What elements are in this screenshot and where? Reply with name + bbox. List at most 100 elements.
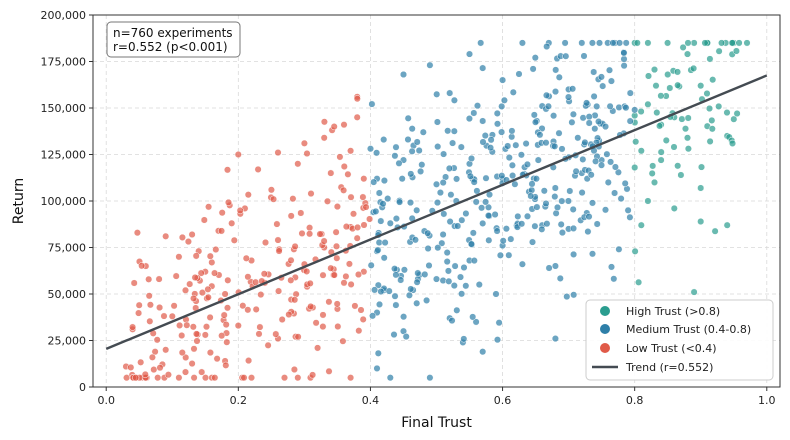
point-low-trust bbox=[201, 331, 209, 339]
point-medium-trust bbox=[601, 123, 610, 131]
point-low-trust bbox=[176, 321, 184, 329]
point-medium-trust bbox=[493, 336, 502, 344]
point-medium-trust bbox=[584, 228, 592, 236]
point-low-trust bbox=[204, 285, 212, 293]
x-tick-label: 0.0 bbox=[97, 394, 115, 407]
point-medium-trust bbox=[509, 88, 517, 96]
point-medium-trust bbox=[470, 109, 478, 117]
y-tick-label: 175,000 bbox=[41, 56, 87, 69]
point-medium-trust bbox=[622, 39, 630, 47]
legend-marker-low-trust bbox=[600, 343, 610, 353]
y-tick-label: 25,000 bbox=[48, 335, 87, 348]
point-low-trust bbox=[188, 360, 196, 368]
point-medium-trust bbox=[439, 230, 447, 239]
point-low-trust bbox=[278, 315, 286, 324]
point-medium-trust bbox=[484, 212, 493, 220]
point-low-trust bbox=[261, 238, 270, 247]
point-low-trust bbox=[186, 280, 194, 288]
point-high-trust bbox=[674, 162, 682, 170]
point-medium-trust bbox=[508, 133, 516, 141]
point-low-trust bbox=[323, 197, 332, 205]
point-medium-trust bbox=[373, 149, 381, 157]
annotation-frame bbox=[106, 21, 241, 58]
point-high-trust bbox=[732, 47, 740, 55]
point-low-trust bbox=[340, 186, 348, 194]
point-medium-trust bbox=[543, 220, 551, 228]
point-medium-trust bbox=[432, 180, 441, 188]
point-medium-trust bbox=[472, 198, 480, 206]
y-tick-label: 0 bbox=[79, 381, 86, 394]
point-low-trust bbox=[212, 245, 220, 254]
point-medium-trust bbox=[438, 239, 446, 247]
point-medium-trust bbox=[444, 267, 452, 275]
point-medium-trust bbox=[469, 313, 477, 321]
point-high-trust bbox=[631, 247, 639, 255]
point-low-trust bbox=[303, 267, 311, 275]
point-medium-trust bbox=[555, 73, 563, 81]
point-low-trust bbox=[175, 253, 183, 261]
point-low-trust bbox=[357, 306, 365, 314]
point-medium-trust bbox=[436, 189, 444, 197]
point-medium-trust bbox=[380, 254, 388, 262]
point-medium-trust bbox=[491, 210, 499, 219]
point-low-trust bbox=[285, 310, 293, 319]
point-low-trust bbox=[224, 276, 232, 284]
point-low-trust bbox=[220, 311, 228, 319]
point-high-trust bbox=[650, 66, 659, 74]
point-medium-trust bbox=[601, 206, 610, 214]
point-high-trust bbox=[644, 197, 652, 205]
point-medium-trust bbox=[508, 161, 516, 169]
legend-marker-high-trust bbox=[600, 306, 610, 316]
point-low-trust bbox=[175, 374, 183, 382]
x-axis-title: Final Trust bbox=[401, 415, 472, 431]
point-medium-trust bbox=[518, 39, 526, 47]
point-medium-trust bbox=[531, 54, 539, 62]
point-low-trust bbox=[312, 319, 320, 327]
point-medium-trust bbox=[543, 42, 551, 51]
point-medium-trust bbox=[450, 127, 458, 135]
point-medium-trust bbox=[392, 301, 400, 309]
point-medium-trust bbox=[545, 264, 553, 272]
point-high-trust bbox=[673, 68, 682, 76]
point-low-trust bbox=[289, 195, 297, 203]
point-medium-trust bbox=[377, 287, 385, 296]
point-high-trust bbox=[657, 156, 665, 164]
point-low-trust bbox=[347, 193, 355, 201]
point-medium-trust bbox=[614, 168, 622, 176]
legend: High Trust (>0.8) Medium Trust (0.4-0.8)… bbox=[585, 299, 774, 381]
point-medium-trust bbox=[538, 225, 546, 233]
point-low-trust bbox=[198, 289, 206, 297]
point-medium-trust bbox=[615, 245, 623, 253]
point-medium-trust bbox=[512, 141, 520, 149]
point-low-trust bbox=[347, 147, 355, 155]
point-medium-trust bbox=[391, 152, 399, 160]
point-medium-trust bbox=[397, 276, 405, 284]
point-low-trust bbox=[132, 374, 140, 382]
point-medium-trust bbox=[462, 209, 470, 218]
point-medium-trust bbox=[413, 138, 421, 146]
point-medium-trust bbox=[574, 134, 582, 142]
point-low-trust bbox=[178, 349, 186, 357]
point-low-trust bbox=[222, 361, 230, 369]
point-medium-trust bbox=[544, 102, 552, 110]
point-high-trust bbox=[723, 221, 731, 229]
point-medium-trust bbox=[595, 118, 603, 126]
point-medium-trust bbox=[434, 244, 442, 252]
point-low-trust bbox=[197, 269, 205, 277]
point-high-trust bbox=[674, 81, 682, 89]
point-high-trust bbox=[678, 115, 686, 123]
point-medium-trust bbox=[467, 154, 476, 163]
point-medium-trust bbox=[458, 290, 466, 298]
point-medium-trust bbox=[518, 260, 526, 268]
point-medium-trust bbox=[621, 179, 629, 187]
point-medium-trust bbox=[368, 100, 376, 108]
point-low-trust bbox=[228, 219, 236, 227]
points-layer bbox=[122, 39, 751, 382]
point-medium-trust bbox=[523, 212, 532, 220]
point-medium-trust bbox=[558, 197, 566, 205]
point-low-trust bbox=[269, 195, 278, 203]
point-medium-trust bbox=[514, 212, 522, 220]
point-medium-trust bbox=[540, 187, 548, 195]
point-medium-trust bbox=[528, 186, 536, 194]
